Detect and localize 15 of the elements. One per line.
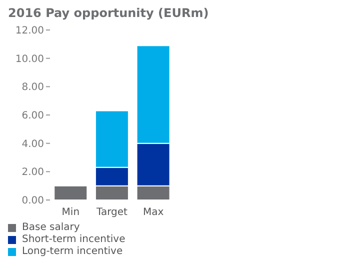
y-tick-label: 10.00: [15, 54, 44, 65]
y-tick-label: 12.00: [15, 26, 44, 37]
x-tick-label: Min: [62, 207, 80, 218]
y-tick-label: 8.00: [22, 82, 44, 94]
legend-label: Short-term incentive: [22, 234, 126, 246]
y-tick-label: 0.00: [22, 196, 44, 207]
x-tick-label: Target: [96, 207, 128, 218]
y-tick-label: 2.00: [22, 167, 44, 178]
legend-label: Long-term incentive: [22, 246, 123, 258]
y-tick-label: 6.00: [22, 110, 44, 122]
y-tick-label: 4.00: [22, 138, 44, 150]
bar: [54, 185, 88, 200]
legend-label: Base salary: [22, 222, 80, 234]
chart-title: 2016 Pay opportunity (EURm): [8, 6, 209, 20]
x-tick-label: Max: [142, 207, 164, 218]
